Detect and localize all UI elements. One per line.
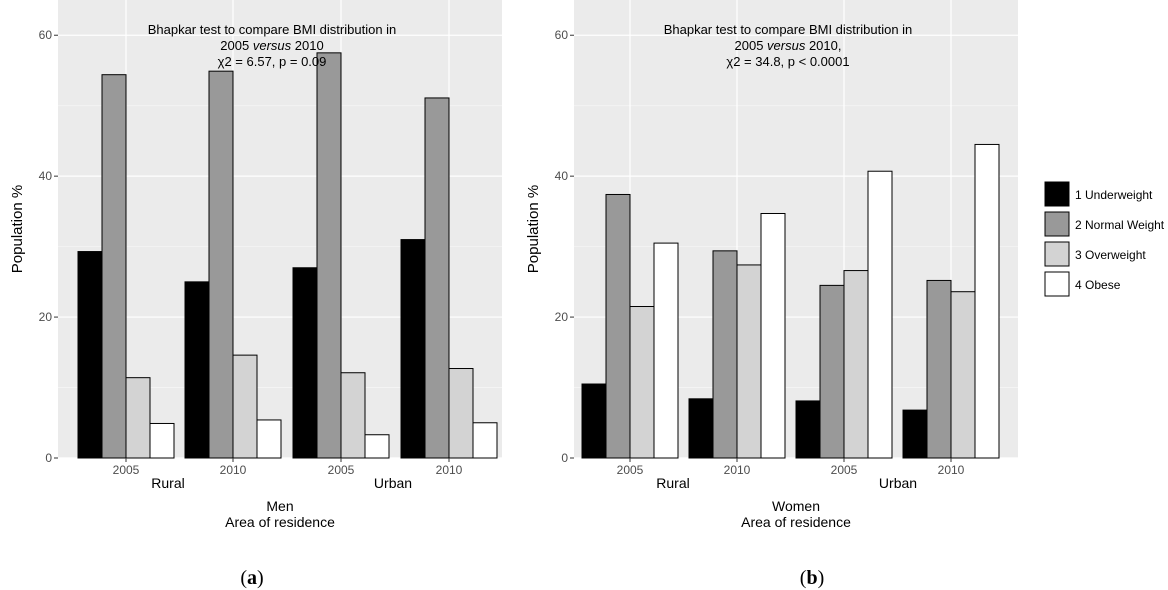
legend-key xyxy=(1044,271,1070,297)
legend-key xyxy=(1044,181,1070,207)
legend-label: 3 Overweight xyxy=(1075,248,1146,262)
x-axis-title: Area of residence xyxy=(741,514,851,530)
chart-panel-b: 0 20 40 60 2005 2010 2005 2010 Rural Urban WomenAr… xyxy=(525,0,1018,589)
bar-4-obese-0 xyxy=(653,242,679,459)
y-tick-label: 40 xyxy=(555,169,569,183)
bar-4-obese-3 xyxy=(974,143,1000,459)
bar-1-underweight-1 xyxy=(688,398,714,459)
panel-label-open: ( xyxy=(800,567,807,589)
chart-title-part: χ2 = 34.8, p < 0.0001 xyxy=(726,54,849,69)
y-tick-label: 0 xyxy=(45,451,52,465)
bar-4-obese-1 xyxy=(256,419,282,459)
bar-4-obese-2 xyxy=(364,434,390,459)
x-axis-title: Area of residence xyxy=(225,514,335,530)
chart-title: Bhapkar test to compare BMI distribution… xyxy=(148,22,397,37)
bar-4-obese-2 xyxy=(867,170,893,459)
bar-3-overweight-1 xyxy=(232,354,258,459)
chart-title-part: versus xyxy=(767,38,806,53)
bar-2-normal-weight-0 xyxy=(101,74,127,459)
chart-title: χ2 = 6.57, p = 0.09 xyxy=(218,54,327,69)
chart-title: 2005 versus 2010, xyxy=(735,38,842,53)
bar-1-underweight-3 xyxy=(902,409,928,459)
legend-key xyxy=(1044,211,1070,237)
panel-label: (a) xyxy=(240,567,263,589)
x-tick-label: 2010 xyxy=(220,463,247,477)
chart-title-part: χ2 = 6.57, p = 0.09 xyxy=(218,54,327,69)
panel-label-letter: a xyxy=(247,567,257,589)
bar-3-overweight-2 xyxy=(843,270,869,459)
bar-3-overweight-1 xyxy=(736,264,762,459)
group-label: Rural xyxy=(151,475,184,491)
bar-4-obese-0 xyxy=(149,422,175,459)
bar-4-obese-1 xyxy=(760,212,786,459)
x-tick-label: 2010 xyxy=(724,463,751,477)
x-axis-title: Women xyxy=(772,498,820,514)
panel-label-letter: b xyxy=(806,567,817,589)
chart-title: 2005 versus 2010 xyxy=(220,38,323,53)
bar-1-underweight-2 xyxy=(795,400,821,459)
bar-2-normal-weight-3 xyxy=(424,97,450,459)
x-tick-label: 2010 xyxy=(436,463,463,477)
bar-3-overweight-3 xyxy=(448,368,474,459)
chart-title-part: 2005 xyxy=(735,38,768,53)
chart-title-part: 2010 xyxy=(291,38,324,53)
bar-3-overweight-0 xyxy=(125,377,151,459)
bar-2-normal-weight-1 xyxy=(208,70,234,459)
bar-4-obese-3 xyxy=(472,422,498,459)
y-tick-label: 40 xyxy=(39,169,53,183)
x-tick-label: 2005 xyxy=(617,463,644,477)
group-label: Urban xyxy=(879,475,917,491)
chart-panel-a: 0 20 40 60 2005 2010 2005 2010 Rural Urban MenArea… xyxy=(9,0,502,589)
y-tick-label: 20 xyxy=(39,310,53,324)
legend: 1 Underweight 2 Normal Weight 3 Overweight… xyxy=(1044,181,1165,297)
bar-1-underweight-3 xyxy=(400,239,426,459)
legend-label: 1 Underweight xyxy=(1075,188,1153,202)
bar-3-overweight-3 xyxy=(950,291,976,459)
chart-title: χ2 = 34.8, p < 0.0001 xyxy=(726,54,849,69)
group-label: Rural xyxy=(656,475,689,491)
bar-1-underweight-0 xyxy=(77,251,103,459)
chart-title-part: 2010, xyxy=(805,38,841,53)
bar-3-overweight-2 xyxy=(340,372,366,459)
x-axis-title: Men xyxy=(266,498,293,514)
bar-2-normal-weight-0 xyxy=(605,193,631,459)
chart-title-part: versus xyxy=(253,38,292,53)
x-tick-label: 2005 xyxy=(328,463,355,477)
bar-1-underweight-0 xyxy=(581,383,607,459)
bar-2-normal-weight-1 xyxy=(712,250,738,459)
x-tick-label: 2005 xyxy=(831,463,858,477)
bar-3-overweight-0 xyxy=(629,306,655,459)
chart-title-part: Bhapkar test to compare BMI distribution… xyxy=(664,22,913,37)
panel-label: (b) xyxy=(800,567,824,589)
x-tick-label: 2005 xyxy=(113,463,140,477)
bar-2-normal-weight-2 xyxy=(316,52,342,459)
legend-label: 4 Obese xyxy=(1075,278,1121,292)
x-tick-label: 2010 xyxy=(938,463,965,477)
group-label: Urban xyxy=(374,475,412,491)
chart-title-part: Bhapkar test to compare BMI distribution… xyxy=(148,22,397,37)
chart-title-part: 2005 xyxy=(220,38,253,53)
y-axis-title: Population % xyxy=(9,185,26,273)
legend-key xyxy=(1044,241,1070,267)
y-tick-label: 60 xyxy=(555,28,569,42)
y-tick-label: 60 xyxy=(39,28,53,42)
bar-2-normal-weight-2 xyxy=(819,284,845,459)
panel-label-close: ) xyxy=(818,567,825,589)
y-tick-label: 20 xyxy=(555,310,569,324)
bar-1-underweight-1 xyxy=(184,281,210,459)
y-axis-title: Population % xyxy=(525,185,542,273)
legend-label: 2 Normal Weight xyxy=(1075,218,1165,232)
panel-label-close: ) xyxy=(257,567,264,589)
bar-2-normal-weight-3 xyxy=(926,279,952,459)
bar-1-underweight-2 xyxy=(292,267,318,459)
panel-label-open: ( xyxy=(240,567,247,589)
y-tick-label: 0 xyxy=(561,451,568,465)
chart-title: Bhapkar test to compare BMI distribution… xyxy=(664,22,913,37)
